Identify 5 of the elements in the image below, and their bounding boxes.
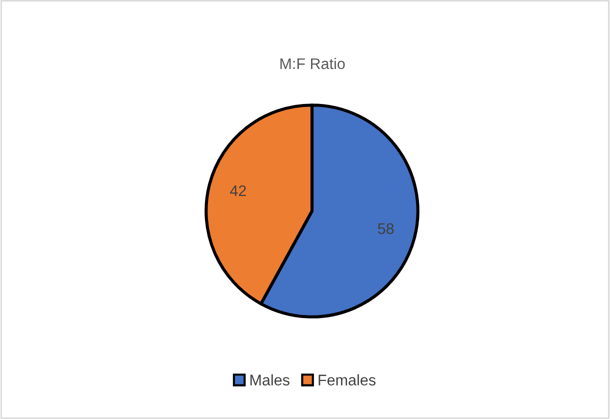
data-label: 58: [378, 223, 394, 234]
chart-title: M:F Ratio: [280, 58, 345, 70]
data-label: 42: [230, 185, 246, 196]
legend-label: Males: [250, 374, 290, 386]
legend-label: Females: [318, 374, 376, 386]
